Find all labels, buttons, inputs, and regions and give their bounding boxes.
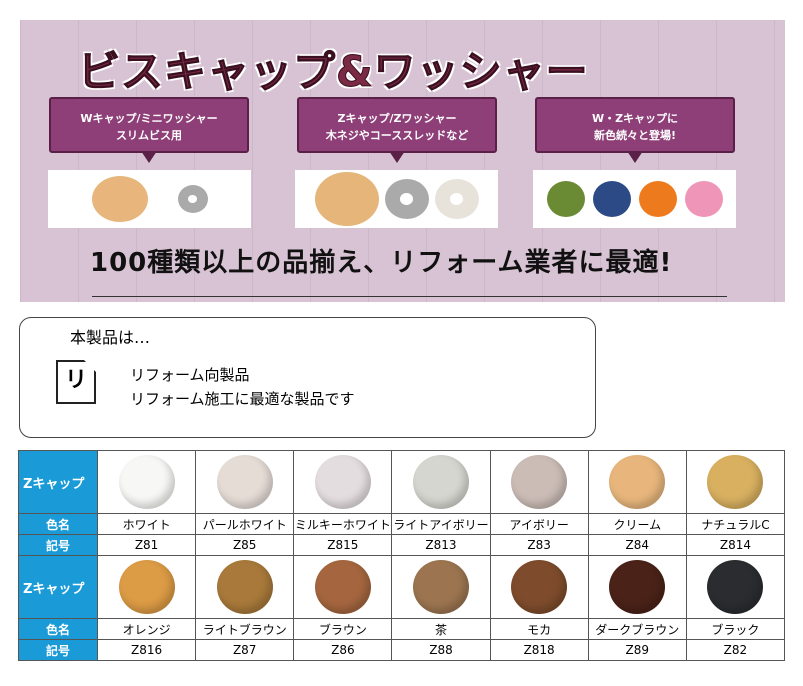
callout-new-colors: W・Zキャップに 新色続々と登場! [535,97,735,163]
swatch-cell [391,450,491,514]
color-name: パールホワイト [195,513,295,535]
color-code: Z87 [195,639,295,661]
color-code: Z81 [96,534,197,556]
z-cap-photo [295,170,498,228]
info-heading: 本製品は… [70,328,151,347]
cap-swatch [609,560,666,614]
swatch-cell [685,555,786,619]
code-row: 記号 Z816 Z87 Z86 Z88 Z818 Z89 Z82 [18,639,786,661]
cap-swatch [412,455,469,509]
name-row: 色名 ホワイト パールホワイト ミルキーホワイト ライトアイボリー アイボリー クリーム ナチ… [18,513,786,535]
swatch-cell [195,555,295,619]
swatch-cell [489,555,589,619]
color-code: Z814 [685,534,786,556]
row-header: 記号 [18,639,98,661]
cap-swatch [216,455,273,509]
tagline: 100種類以上の品揃え、リフォーム業者に最適! [90,248,673,278]
color-name: ナチュラルC [685,513,786,535]
color-code: Z86 [293,639,393,661]
image-row: Zキャップ [18,555,786,619]
callout-line: Wキャップ/ミニワッシャー [80,112,218,125]
new-colors-photo [533,170,736,228]
color-name: ダークブラウン [587,618,687,640]
swatch-cell [195,450,295,514]
color-name: ライトブラウン [195,618,295,640]
color-cap-image [684,181,723,217]
color-cap-image [546,181,585,217]
swatch-cell [489,450,589,514]
cap-swatch [412,560,469,614]
color-name: ブラウン [293,618,393,640]
color-name: ミルキーホワイト [293,513,393,535]
color-code: Z84 [587,534,687,556]
callout-line: スリムビス用 [116,129,182,142]
cap-swatch [707,560,764,614]
swatch-cell [96,450,197,514]
cap-swatch [511,455,568,509]
cap-swatch [314,455,371,509]
color-name: アイボリー [489,513,589,535]
cap-image [91,176,148,222]
color-code: Z82 [685,639,786,661]
swatch-cell [96,555,197,619]
washer-image [177,185,208,213]
color-code: Z89 [587,639,687,661]
cap-swatch [511,560,568,614]
row-header: 色名 [18,618,98,640]
name-row: 色名 オレンジ ライトブラウン ブラウン茶モカ ダークブラウン ブラック [18,618,786,640]
row-header: 色名 [18,513,98,535]
cap-swatch [609,455,666,509]
row-header: Zキャップ [18,450,98,514]
image-row: Zキャップ [18,450,786,514]
color-code: Z85 [195,534,295,556]
callout-line: W・Zキャップに [591,112,679,125]
color-name: クリーム [587,513,687,535]
callout-line: 木ネジやコーススレッドなど [325,129,469,142]
cap-swatch [314,560,371,614]
swatch-cell [293,450,393,514]
color-code: Z818 [489,639,589,661]
color-cap-image [638,181,677,217]
cap-image [314,172,379,226]
color-code: Z88 [391,639,491,661]
color-table: Zキャップ 色名 ホワイト パールホワイト ミルキーホワイト ライトアイボリー アイボリーク… [18,450,786,661]
callout-w-cap: Wキャップ/ミニワッシャー スリムビス用 [49,97,249,163]
code-row: 記号 Z81 Z85 Z815 Z813 Z83 Z84 Z814 [18,534,786,556]
color-name: 茶 [391,618,491,640]
color-code: Z815 [293,534,393,556]
color-cap-image [592,181,631,217]
divider [92,296,727,297]
cap-swatch [118,560,175,614]
color-code: Z813 [391,534,491,556]
callout-line: Zキャップ/Zワッシャー [337,112,457,125]
cap-swatch [707,455,764,509]
swatch-cell [293,555,393,619]
color-name: ライトアイボリー [391,513,491,535]
color-code: Z83 [489,534,589,556]
hero-banner: ビスキャップ&ワッシャー Wキャップ/ミニワッシャー スリムビス用 Zキャップ/Z… [20,20,785,302]
callout-line: 新色続々と登場! [593,129,677,142]
swatch-cell [587,450,687,514]
banner-title: ビスキャップ&ワッシャー [78,47,589,97]
swatch-cell [587,555,687,619]
feature-text: リフォーム施工に最適な製品です [130,390,355,408]
washer-image [384,179,429,219]
washer-image [434,179,479,219]
row-header: 記号 [18,534,98,556]
callout-z-cap: Zキャップ/Zワッシャー 木ネジやコーススレッドなど [297,97,497,163]
w-cap-photo [48,170,251,228]
color-name: オレンジ [96,618,197,640]
color-name: ブラック [685,618,786,640]
color-name: ホワイト [96,513,197,535]
swatch-cell [391,555,491,619]
product-info-box: 本製品は… リ リフォーム向製品 リフォーム施工に最適な製品です [19,317,596,438]
cap-swatch [118,455,175,509]
cap-swatch [216,560,273,614]
feature-text: リフォーム向製品 [130,366,250,384]
color-code: Z816 [96,639,197,661]
row-header: Zキャップ [18,555,98,619]
reform-icon: リ [56,360,96,404]
swatch-cell [685,450,786,514]
color-name: モカ [489,618,589,640]
